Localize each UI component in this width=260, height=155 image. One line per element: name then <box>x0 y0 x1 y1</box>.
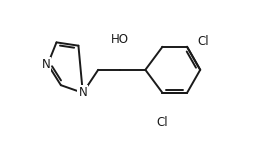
Text: N: N <box>79 86 87 99</box>
Text: HO: HO <box>111 33 129 46</box>
Text: Cl: Cl <box>198 35 209 48</box>
Text: N: N <box>42 58 50 71</box>
Text: Cl: Cl <box>157 116 168 129</box>
